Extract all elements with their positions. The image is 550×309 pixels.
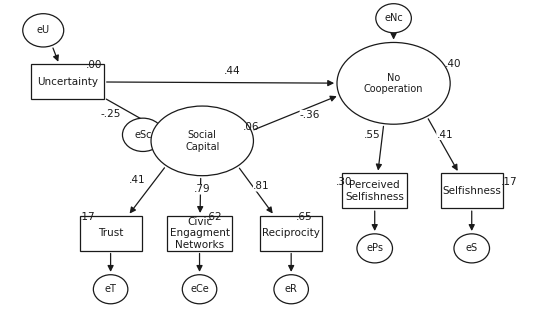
Text: .81: .81 [253, 181, 270, 191]
Ellipse shape [376, 4, 411, 33]
Text: Civic
Engagment
Networks: Civic Engagment Networks [169, 217, 229, 250]
Text: .17: .17 [79, 212, 96, 222]
Text: No
Cooperation: No Cooperation [364, 73, 424, 94]
Text: .41: .41 [437, 130, 453, 140]
Text: .65: .65 [296, 212, 313, 222]
Text: ePs: ePs [366, 243, 383, 253]
Ellipse shape [337, 42, 450, 124]
Text: eNc: eNc [384, 13, 403, 23]
Text: .55: .55 [364, 130, 381, 140]
Text: eT: eT [104, 284, 117, 294]
Ellipse shape [182, 275, 217, 304]
Text: -.25: -.25 [101, 109, 121, 119]
FancyBboxPatch shape [342, 173, 407, 208]
Ellipse shape [454, 234, 490, 263]
Text: Selfishness: Selfishness [442, 186, 501, 196]
Text: eU: eU [37, 25, 50, 35]
Text: eCe: eCe [190, 284, 209, 294]
Text: Reciprocity: Reciprocity [262, 228, 320, 238]
Text: Perceived
Selfishness: Perceived Selfishness [345, 180, 404, 202]
Text: .30: .30 [336, 177, 352, 187]
Text: .00: .00 [86, 60, 103, 70]
FancyBboxPatch shape [167, 216, 232, 251]
Text: eSc: eSc [134, 130, 152, 140]
Text: .40: .40 [444, 59, 461, 69]
Ellipse shape [357, 234, 393, 263]
Ellipse shape [151, 106, 254, 176]
Ellipse shape [274, 275, 309, 304]
Text: eR: eR [285, 284, 298, 294]
Ellipse shape [23, 14, 64, 47]
FancyBboxPatch shape [80, 216, 141, 251]
Text: .17: .17 [501, 177, 518, 187]
Text: -.36: -.36 [300, 110, 320, 120]
FancyBboxPatch shape [441, 173, 503, 208]
Text: Uncertainty: Uncertainty [37, 77, 98, 87]
Text: Trust: Trust [98, 228, 123, 238]
FancyBboxPatch shape [31, 64, 104, 99]
Text: .79: .79 [194, 184, 211, 194]
Ellipse shape [94, 275, 128, 304]
Text: .41: .41 [129, 175, 146, 185]
Text: .62: .62 [206, 212, 223, 222]
Text: .06: .06 [243, 122, 259, 132]
Text: Social
Capital: Social Capital [185, 130, 219, 152]
FancyBboxPatch shape [260, 216, 322, 251]
Text: .44: .44 [223, 66, 240, 76]
Ellipse shape [123, 118, 163, 151]
Text: eS: eS [466, 243, 478, 253]
